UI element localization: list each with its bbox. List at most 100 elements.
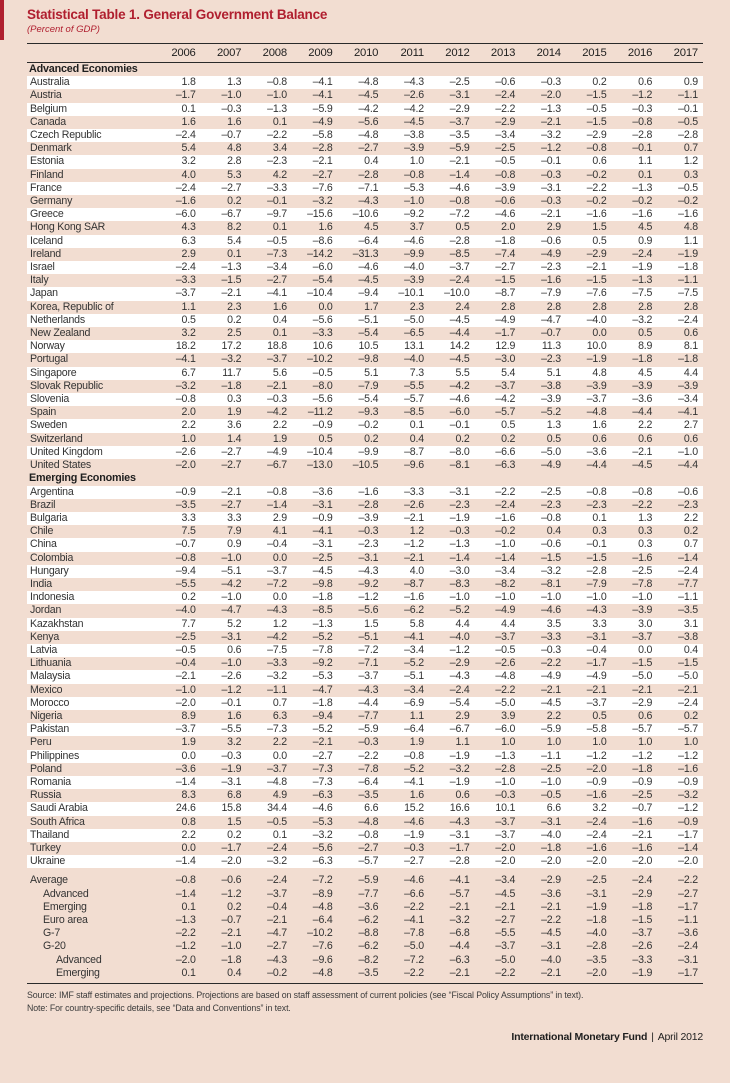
- value-cell: –2.2: [474, 102, 521, 116]
- value-cell: –0.5: [657, 181, 703, 196]
- value-cell: –5.2: [449, 604, 470, 617]
- value-cell: –2.0: [520, 855, 566, 869]
- table-row: Lithuania –0.4 –1.0 –3.3 –9.2 –7.1 –5.2 –2.9 –2.…: [27, 657, 703, 670]
- country-cell: Kenya: [30, 630, 60, 643]
- value-cell: –4.1: [312, 525, 333, 538]
- table-row: Canada 1.6 1.6 0.1 –4.9 –5.6 –4.5 –3.7 –2.9 –2.1 –…: [27, 116, 703, 129]
- summary-label-cell: Emerging: [43, 900, 87, 913]
- table-row: Morocco –2.0 –0.1 0.7 –1.8 –4.4 –6.9 –5.4 –5.0 –4…: [27, 696, 703, 710]
- value-cell: –1.9: [632, 966, 653, 979]
- value-cell: 3.0: [611, 617, 658, 631]
- table-row: Spain 2.0 1.9 –4.2 –11.2 –9.3 –8.5 –6.0 –5.7 –5.2…: [27, 406, 703, 419]
- table-row: Malaysia –2.1 –2.6 –3.2 –5.3 –3.7 –5.1 –4.3 –4.8…: [27, 670, 703, 684]
- value-cell: 2.0: [181, 406, 196, 419]
- value-cell: 4.4: [474, 617, 521, 631]
- value-cell: –5.0: [495, 953, 516, 966]
- value-cell: –2.4: [267, 874, 287, 887]
- value-cell: –3.4: [657, 393, 703, 407]
- value-cell: –9.6: [312, 953, 333, 966]
- year-column-header: 2009: [291, 44, 338, 63]
- value-cell: 4.8: [227, 142, 242, 155]
- value-cell: –3.4: [246, 261, 292, 275]
- value-cell: –6.3: [449, 953, 470, 966]
- value-cell: –1.5: [586, 274, 607, 287]
- value-cell: –2.0: [611, 855, 658, 869]
- value-cell: –5.9: [337, 723, 384, 737]
- value-cell: –2.8: [358, 168, 379, 181]
- value-cell: –2.6: [404, 498, 424, 511]
- value-cell: 8.1: [657, 340, 703, 354]
- table-row: China –0.7 0.9 –0.4 –3.1 –2.3 –1.2 –1.3 –1.0 –0.6…: [27, 538, 703, 552]
- table-row: G-20 –1.2 –1.0 –2.7 –7.6 –6.2 –5.0 –4.4 –3.7 –3.1…: [27, 940, 703, 953]
- value-cell: 2.8: [592, 300, 607, 313]
- value-cell: –3.8: [541, 379, 561, 392]
- value-cell: 6.8: [227, 789, 242, 802]
- table-row: Finland 4.0 5.3 4.2 –2.7 –2.8 –0.8 –1.4 –0.8 –0.3…: [27, 169, 703, 182]
- value-cell: –8.2: [495, 577, 516, 590]
- value-cell: –0.3: [200, 102, 247, 116]
- value-cell: –2.1: [449, 900, 470, 913]
- value-cell: –3.5: [678, 604, 698, 617]
- value-cell: 2.2: [611, 419, 658, 433]
- summary-label-cell: Advanced: [56, 953, 102, 966]
- value-cell: –0.7: [155, 538, 201, 552]
- value-cell: –4.8: [312, 900, 333, 913]
- table-row: Philippines 0.0 –0.3 0.0 –2.7 –2.2 –0.8 –1.9 –1.…: [27, 749, 703, 763]
- value-cell: –0.4: [175, 657, 196, 670]
- country-cell: Brazil: [30, 498, 56, 511]
- value-cell: –7.6: [312, 940, 333, 953]
- value-cell: 2.9: [181, 247, 196, 260]
- value-cell: –2.0: [586, 966, 607, 979]
- value-cell: –2.5: [175, 630, 196, 643]
- value-cell: –7.2: [404, 953, 424, 966]
- value-cell: –0.3: [404, 841, 424, 854]
- value-cell: –7.9: [586, 577, 607, 590]
- value-cell: –3.3: [383, 485, 429, 499]
- value-cell: 15.8: [200, 802, 247, 816]
- value-cell: –1.6: [586, 789, 607, 802]
- value-cell: –5.3: [291, 670, 338, 684]
- value-cell: –0.3: [611, 102, 658, 116]
- value-cell: –2.9: [541, 874, 561, 887]
- value-cell: –6.2: [358, 940, 379, 953]
- value-cell: 3.5: [520, 617, 566, 631]
- table-row: Hungary –9.4 –5.1 –3.7 –4.5 –4.3 4.0 –3.0 –3.4 –3…: [27, 564, 703, 578]
- value-cell: 0.9: [611, 234, 658, 248]
- country-cell: Ukraine: [27, 855, 155, 869]
- value-cell: 6.6: [337, 802, 384, 816]
- value-cell: –1.0: [267, 89, 287, 102]
- table-row: Hong Kong SAR 4.3 8.2 0.1 1.6 4.5 3.7 0.5 2.0 2.9…: [27, 221, 703, 234]
- value-cell: –1.4: [267, 498, 287, 511]
- table-row: Ukraine –1.4 –2.0 –3.2 –6.3 –5.7 –2.7 –2.8 –2.0–…: [27, 855, 703, 869]
- value-cell: –2.8: [611, 129, 658, 143]
- value-cell: –7.6: [291, 181, 338, 196]
- value-cell: 0.5: [455, 221, 470, 234]
- value-cell: –10.0: [428, 287, 475, 301]
- country-cell: Thailand: [27, 828, 155, 842]
- value-cell: –1.5: [678, 657, 698, 670]
- value-cell: 0.3: [683, 168, 698, 181]
- value-cell: 0.9: [657, 76, 703, 90]
- value-cell: –4.6: [383, 234, 429, 248]
- value-cell: –5.2: [541, 406, 561, 419]
- value-cell: 4.9: [272, 789, 287, 802]
- value-cell: –0.9: [678, 815, 698, 828]
- value-cell: –8.8: [358, 927, 379, 940]
- value-cell: –2.1: [449, 966, 470, 979]
- value-cell: –4.3: [358, 683, 379, 696]
- value-cell: –4.8: [337, 129, 384, 143]
- value-cell: –0.8: [520, 511, 566, 526]
- government-balance-table: 2006 2007 2008 2009 2010 2011 2012 2013 2014 2015…: [27, 44, 703, 980]
- value-cell: –7.7: [678, 577, 698, 590]
- value-cell: –3.1: [200, 775, 247, 790]
- value-cell: –4.1: [404, 914, 424, 926]
- value-cell: –2.2: [474, 485, 521, 499]
- value-cell: –3.7: [155, 723, 201, 737]
- value-cell: –3.5: [175, 498, 196, 511]
- value-cell: –2.8: [586, 940, 607, 953]
- value-cell: –2.0: [495, 841, 516, 854]
- value-cell: –2.7: [291, 749, 338, 763]
- value-cell: 1.1: [181, 300, 196, 313]
- value-cell: –4.5: [291, 564, 338, 578]
